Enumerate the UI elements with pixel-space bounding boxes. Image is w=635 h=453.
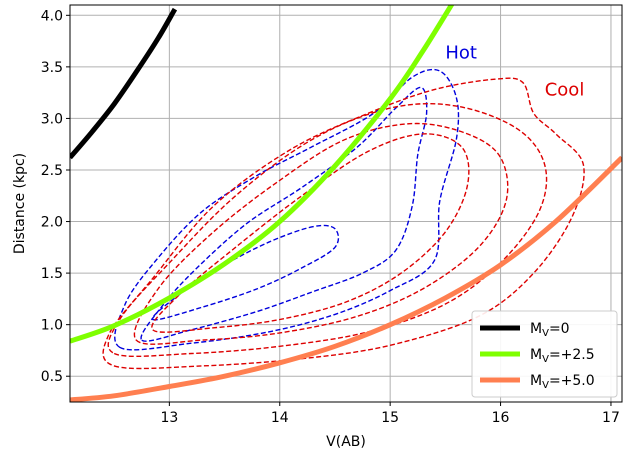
density-contours (102, 68, 585, 370)
series-line-1 (70, 5, 455, 344)
absolute-magnitude-curves (70, 5, 622, 402)
contour-cool-3 (151, 133, 470, 333)
annotations: Hot Cool (445, 43, 584, 101)
legend-label-0: MV=0 (530, 321, 570, 339)
y-tick-label-4: 2.5 (41, 163, 63, 179)
annotation-hot: Hot (445, 43, 477, 64)
x-tick-label-1: 14 (271, 410, 289, 426)
y-axis-label: Distance (kpc) (12, 153, 28, 254)
contour-cool-4 (133, 122, 509, 345)
y-tick-label-5: 3.0 (41, 111, 63, 127)
y-tick-label-1: 1.0 (41, 318, 63, 334)
x-tick-label-0: 13 (160, 410, 178, 426)
grid (70, 5, 622, 402)
contour-hot-1 (114, 68, 460, 351)
y-tick-label-0: 0.5 (41, 369, 63, 385)
plot-frame (69, 4, 623, 403)
legend-label-1: MV=+2.5 (530, 347, 595, 365)
legend-box (471, 310, 618, 398)
y-tick-label-2: 1.5 (41, 266, 63, 282)
y-tick-label-7: 4.0 (41, 8, 63, 24)
y-tick-label-6: 3.5 (41, 60, 63, 76)
y-tick-label-3: 2.0 (41, 215, 63, 231)
series-line-0 (70, 7, 178, 160)
legend-label-2: MV=+5.0 (530, 373, 595, 391)
series-line-2 (70, 155, 622, 402)
contour-cool-5 (107, 102, 548, 357)
annotation-cool: Cool (545, 80, 585, 101)
axis-ticks: 13 14 15 16 17 0.5 1.0 1.5 2.0 2.5 3.0 3.5 4.0 (41, 8, 620, 426)
legend: MV=0 MV=+2.5 MV=+5.0 (471, 310, 618, 398)
x-tick-label-3: 16 (492, 410, 510, 426)
x-tick-label-2: 15 (381, 410, 399, 426)
contour-hot-2 (151, 224, 340, 321)
x-axis-label: V(AB) (326, 434, 366, 450)
contour-hot-0 (140, 86, 428, 342)
contour-cool-6 (102, 77, 585, 370)
x-tick-label-4: 17 (602, 410, 620, 426)
